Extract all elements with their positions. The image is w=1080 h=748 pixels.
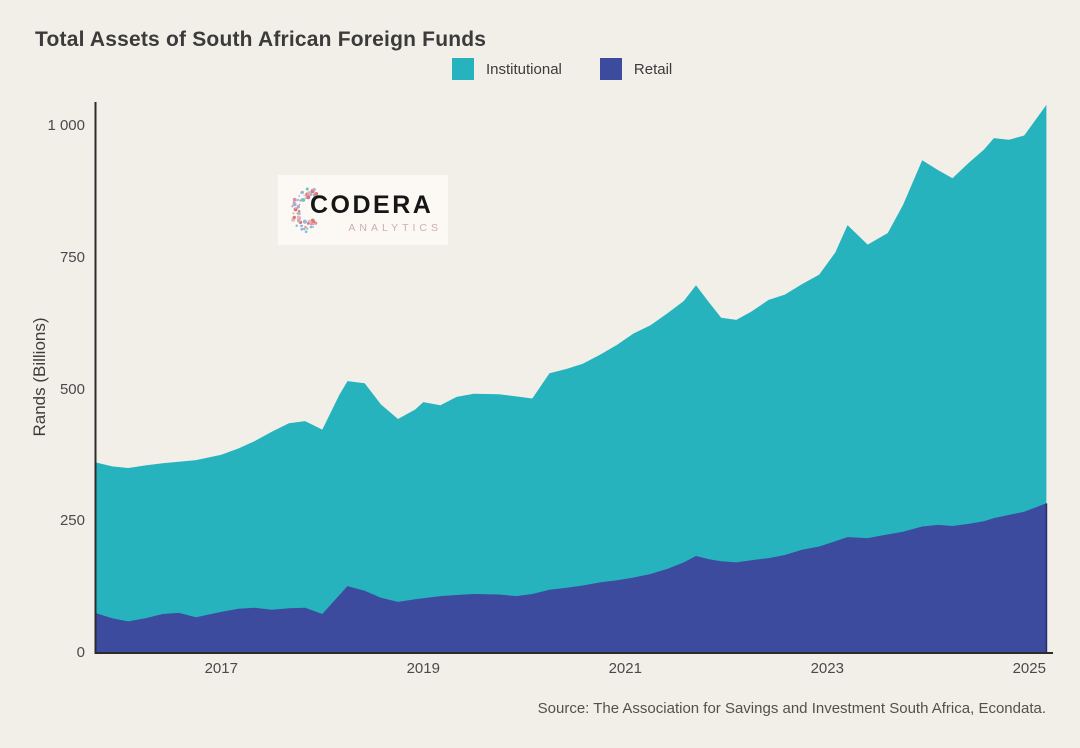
area-institutional [95,104,1047,653]
logo-swirl-dot [292,201,295,204]
x-tick-label: 2023 [810,660,844,677]
logo-swirl-dot [305,187,309,191]
legend-swatch-retail [599,58,622,80]
logo-swirl-dot [297,209,301,213]
codera-logo-brand-text: CODERA [310,191,434,219]
y-tick-label: 0 [76,644,85,661]
logo-swirl-dot [305,194,307,197]
y-tick-label: 250 [59,512,85,530]
y-tick-label: 500 [59,380,85,398]
logo-swirl-dot [302,219,307,224]
codera-logo-sub-text: ANALYTICS [348,222,442,234]
codera-logo-watermark: CODERA ANALYTICS [278,175,448,245]
logo-swirl-dot [304,225,307,229]
legend-swatch-institutional [452,58,474,80]
logo-swirl-dot [292,215,296,220]
logo-swirl-dot [306,195,311,200]
logo-swirl-dot [313,195,318,200]
logo-swirl-dot [291,205,294,208]
logo-swirl-dot [298,203,301,206]
source-note: Source: The Association for Savings and … [537,700,1046,717]
logo-swirl-dot [314,192,319,196]
legend-label-retail: Retail [633,60,673,78]
logo-swirl-dot [296,215,301,220]
legend-item-retail: Retail [599,58,673,80]
logo-swirl-dot [299,224,302,227]
logo-swirl-dot [310,218,315,223]
logo-swirl-dot [294,207,297,210]
logo-swirl-dot [300,227,304,231]
x-tick-label: 2025 [1012,660,1046,677]
logo-swirl-dot [296,205,301,209]
x-tick-label: 2017 [204,660,238,677]
logo-swirl-dot [304,197,307,199]
legend: Institutional Retail [452,58,672,80]
logo-swirl-dot [297,198,299,201]
x-tick-label: 2021 [608,660,642,677]
logo-swirl-dot [309,193,313,196]
logo-swirl-dot [298,195,301,197]
logo-swirl-dot [293,207,298,212]
logo-swirl-dot [309,225,313,229]
logo-swirl-dot [295,224,298,227]
codera-logo-swirl-icon [291,187,319,234]
x-tick-label: 2019 [406,660,440,677]
logo-swirl-dot [302,227,306,231]
logo-swirl-dot [312,226,315,228]
logo-swirl-dot [296,212,300,215]
logo-swirl-dot [292,197,297,202]
legend-item-institutional: Institutional [452,58,562,80]
logo-swirl-dot [303,194,306,197]
logo-swirl-dot [304,230,308,234]
logo-swirl-dot [292,212,295,215]
chart-title: Total Assets of South African Foreign Fu… [35,28,487,51]
logo-swirl-dot [300,190,304,195]
logo-swirl-dot [301,198,306,202]
legend-label-institutional: Institutional [486,60,562,78]
y-tick-label: 750 [59,248,85,266]
logo-swirl-dot [306,227,309,230]
area-retail [95,503,1047,653]
logo-swirl-dot [306,222,310,225]
logo-swirl-dot [312,187,316,192]
y-tick-label: 1 000 [47,117,85,134]
